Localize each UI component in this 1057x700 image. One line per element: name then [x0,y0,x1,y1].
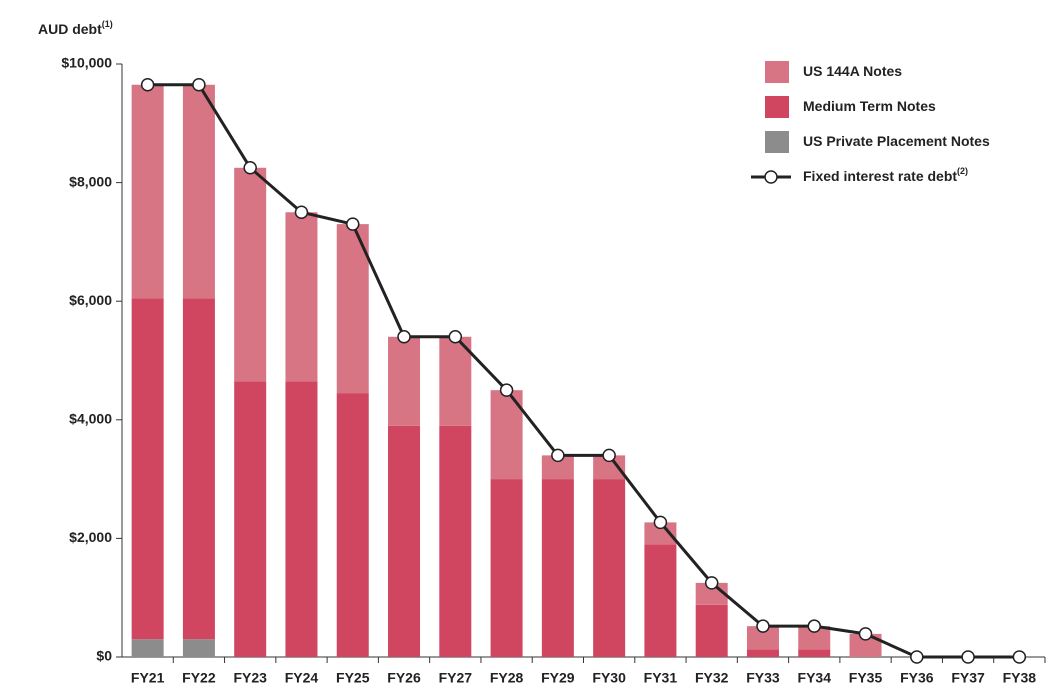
x-tick-label: FY28 [490,670,524,686]
x-tick-label: FY36 [900,670,934,686]
chart-title: AUD debt(1) [38,19,113,36]
x-tick-label: FY38 [1003,670,1037,686]
y-tick-label: $4,000 [69,411,112,427]
y-tick-label: $6,000 [69,292,112,308]
bar-segment [388,336,421,426]
bar-segment [182,298,215,640]
line-point [807,619,821,633]
bar-segment [182,84,215,299]
legend-marker [764,170,778,184]
bar-segment [798,626,831,650]
line-point [192,78,206,92]
legend-swatch [765,131,789,153]
bar-segment [182,639,215,657]
line-point [910,650,924,664]
bar-segment [234,381,267,657]
legend-swatch [765,96,789,118]
legend-label: US 144A Notes [803,63,902,79]
bar-segment [541,479,574,657]
bar-segment [746,626,779,650]
x-tick-label: FY34 [798,670,832,686]
legend-label: US Private Placement Notes [803,133,990,149]
bar-segment [131,84,164,299]
line-point [243,161,257,175]
bar-segment [439,336,472,426]
bar-segment [131,298,164,640]
legend-label-text: Fixed interest rate debt [803,168,957,184]
x-tick-label: FY24 [285,670,319,686]
x-tick-label: FY37 [951,670,985,686]
bar-segment [490,479,523,657]
line-point [397,330,411,344]
y-tick-label: $2,000 [69,529,112,545]
bar-segment [746,649,779,657]
x-tick-label: FY31 [644,670,678,686]
bar-segment [285,381,318,657]
x-tick-label: FY33 [746,670,780,686]
bar-segment [234,167,267,382]
bar-segment [695,604,728,657]
x-tick-label: FY22 [182,670,216,686]
title-superscript: (1) [102,19,113,29]
legend-label-superscript: (2) [957,166,968,176]
line-point [294,205,309,219]
x-tick-label: FY25 [336,670,370,686]
bar-segment [644,544,677,657]
legend-label-text: US Private Placement Notes [803,133,990,149]
line [147,83,1020,659]
bar-segment [593,479,626,657]
bar-segment [388,425,421,657]
bar-segment [593,455,626,480]
title-text: AUD debt [38,21,102,37]
bar-segment [131,639,164,657]
line-point [858,627,873,641]
x-tick-label: FY23 [233,670,267,686]
bar-segment [798,649,831,657]
y-tick-label: $10,000 [61,55,112,71]
line-point [346,217,360,231]
y-tick-label: $0 [96,648,112,664]
line-point [653,515,668,530]
bar-segment [336,393,369,657]
line-point [448,330,463,344]
line-point [1012,650,1027,664]
line-point [140,78,155,92]
line-point [602,448,616,463]
x-tick-label: FY21 [131,670,165,686]
x-tick-label: FY32 [695,670,729,686]
bar-segment [336,224,369,394]
bar-segment [644,522,677,545]
line-point [499,383,514,397]
x-tick-label: FY35 [849,670,883,686]
line-point [961,650,975,664]
x-tick-label: FY29 [541,670,575,686]
line-point [551,448,565,463]
legend-label-text: Medium Term Notes [803,98,936,114]
bar-segment [285,212,318,382]
bar-segment [439,425,472,657]
legend-label-text: US 144A Notes [803,63,902,79]
x-tick-label: FY30 [592,670,626,686]
x-tick-label: FY26 [387,670,421,686]
legend-label: Medium Term Notes [803,98,936,114]
x-tick-label: FY27 [439,670,473,686]
y-tick-label: $8,000 [69,173,112,189]
legend-swatch [765,61,789,83]
line-point [704,576,719,590]
legend-label: Fixed interest rate debt(2) [803,166,968,183]
line-point [756,619,770,633]
bar-segment [849,633,882,657]
bar-segment [541,455,574,480]
